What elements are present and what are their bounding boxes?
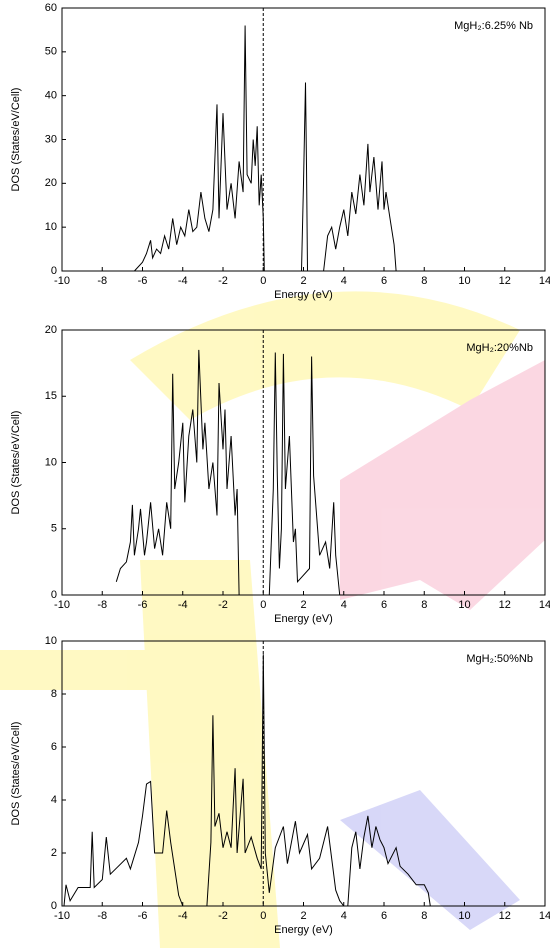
x-tick-label: 10 <box>458 599 470 611</box>
y-axis-label: DOS (States/eV/Cell) <box>10 411 22 515</box>
y-tick-label: 2 <box>51 847 57 859</box>
x-axis-label: Energy (eV) <box>274 613 333 625</box>
x-tick-label: 2 <box>300 275 306 287</box>
dos-line <box>115 349 341 596</box>
y-tick-label: 10 <box>45 456 57 468</box>
x-tick-label: -2 <box>218 275 228 287</box>
x-tick-label: 8 <box>421 910 427 922</box>
x-tick-label: -8 <box>97 275 107 287</box>
x-tick-label: -2 <box>218 910 228 922</box>
plot-frame <box>61 7 546 272</box>
x-tick-label: 4 <box>341 910 347 922</box>
x-tick-label: -8 <box>97 599 107 611</box>
x-tick-label: -4 <box>178 275 188 287</box>
x-tick-label: 12 <box>499 275 511 287</box>
dos-line <box>63 654 431 907</box>
y-tick-label: 20 <box>45 177 57 189</box>
watermark-band <box>0 650 170 690</box>
x-tick-label: 8 <box>421 599 427 611</box>
y-tick-label: 10 <box>45 635 57 647</box>
x-tick-label: 6 <box>381 910 387 922</box>
y-tick-label: 8 <box>51 688 57 700</box>
y-tick-label: 40 <box>45 90 57 102</box>
y-tick-label: 60 <box>45 2 57 14</box>
annotation: MgH₂:6.25% Nb <box>454 20 533 32</box>
x-axis-label: Energy (eV) <box>274 289 333 301</box>
x-tick-label: -6 <box>138 275 148 287</box>
x-tick-label: -4 <box>178 910 188 922</box>
x-tick-label: 12 <box>499 910 511 922</box>
y-tick-label: 20 <box>45 324 57 336</box>
x-tick-label: -10 <box>54 275 70 287</box>
annotation: MgH₂:20%Nb <box>466 342 533 354</box>
x-tick-label: 4 <box>341 599 347 611</box>
watermark <box>0 291 545 948</box>
x-tick-label: 0 <box>260 599 266 611</box>
x-tick-label: -2 <box>218 599 228 611</box>
x-tick-label: 10 <box>458 910 470 922</box>
dos-line <box>134 25 397 272</box>
x-tick-label: -6 <box>138 910 148 922</box>
y-tick-label: 5 <box>51 523 57 535</box>
y-axis-label: DOS (States/eV/Cell) <box>10 88 22 192</box>
x-tick-label: -6 <box>138 599 148 611</box>
y-axis-label: DOS (States/eV/Cell) <box>10 722 22 826</box>
y-tick-label: 6 <box>51 741 57 753</box>
x-tick-label: 0 <box>260 275 266 287</box>
x-tick-label: 14 <box>539 910 550 922</box>
x-tick-label: 6 <box>381 275 387 287</box>
x-tick-label: 2 <box>300 910 306 922</box>
y-tick-label: 10 <box>45 221 57 233</box>
annotation: MgH₂:50%Nb <box>466 653 533 665</box>
x-tick-label: 14 <box>539 275 550 287</box>
y-tick-label: 0 <box>51 900 57 912</box>
x-tick-label: -10 <box>54 599 70 611</box>
x-tick-label: -8 <box>97 910 107 922</box>
watermark-blue <box>340 790 520 930</box>
y-tick-label: 0 <box>51 265 57 277</box>
x-tick-label: 8 <box>421 275 427 287</box>
x-tick-label: 12 <box>499 599 511 611</box>
x-tick-label: -4 <box>178 599 188 611</box>
watermark-bar <box>140 560 280 948</box>
x-tick-label: 10 <box>458 275 470 287</box>
x-axis-label: Energy (eV) <box>274 924 333 936</box>
x-tick-label: 0 <box>260 910 266 922</box>
watermark-arrow <box>340 360 545 610</box>
watermark-arc <box>130 291 520 420</box>
x-tick-label: 4 <box>341 275 347 287</box>
y-tick-label: 15 <box>45 390 57 402</box>
x-tick-label: -10 <box>54 910 70 922</box>
x-tick-label: 6 <box>381 599 387 611</box>
x-tick-label: 14 <box>539 599 550 611</box>
y-tick-label: 4 <box>51 794 57 806</box>
x-tick-label: 2 <box>300 599 306 611</box>
y-tick-label: 50 <box>45 46 57 58</box>
y-tick-label: 0 <box>51 589 57 601</box>
y-tick-label: 30 <box>45 133 57 145</box>
